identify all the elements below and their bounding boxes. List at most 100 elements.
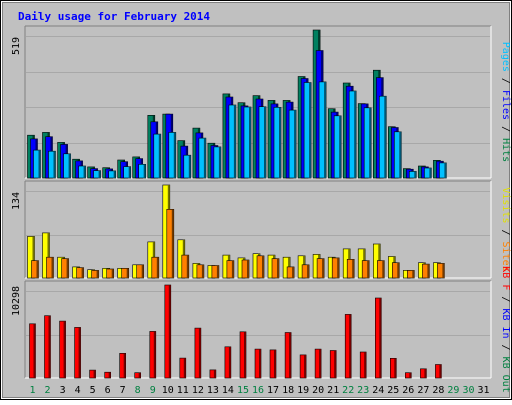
x-tick-label-day-9: 9 <box>150 385 156 396</box>
bar-shadow-sites-day-15 <box>247 260 249 278</box>
bar-shadow-kb-f-day-27 <box>424 368 427 378</box>
bar-shadow-kb-f-day-18 <box>289 332 292 378</box>
bar-shadow-sites-day-6 <box>111 269 114 278</box>
bar-shadow-pages-day-20 <box>324 81 327 178</box>
bar-shadow-sites-day-14 <box>231 260 234 278</box>
x-axis: 1 2 3 4 5 6 7 8 9 10 11 12 13 14 15 16 17 18 19 20 21 22 23 24 2… <box>29 385 489 396</box>
bar-shadow-sites-day-12 <box>201 264 204 278</box>
bar-shadow-kb-f-day-4 <box>78 327 81 378</box>
bar-shadow-visits-day-2 <box>47 232 50 278</box>
bar-shadow-visits-day-1 <box>32 236 35 278</box>
x-tick-label-day-27: 27 <box>417 385 429 396</box>
x-tick-label-day-7: 7 <box>120 385 126 396</box>
series-label-kb-in: KB In <box>500 308 511 338</box>
bar-shadow-pages-day-6 <box>113 170 116 178</box>
bar-shadow-kb-f-day-3 <box>63 321 66 378</box>
bar-shadow-sites-day-9 <box>156 257 159 278</box>
bar-shadow-kb-f-day-28 <box>439 364 442 378</box>
bar-shadow-sites-day-10 <box>171 209 174 278</box>
x-tick-label-day-23: 23 <box>357 385 369 396</box>
bar-shadow-pages-day-27 <box>429 168 432 178</box>
bar-shadow-kb-f-day-7 <box>123 353 126 378</box>
bar-shadow-pages-day-10 <box>173 132 176 178</box>
bar-shadow-pages-day-22 <box>354 91 357 178</box>
bar-shadow-kb-f-day-23 <box>364 352 367 378</box>
x-tick-label-day-14: 14 <box>222 385 234 396</box>
bar-shadow-pages-day-12 <box>203 138 206 178</box>
bar-shadow-sites-day-21 <box>337 257 340 278</box>
bar-shadow-pages-day-21 <box>339 115 342 178</box>
x-tick-label-day-15: 15 <box>237 385 249 396</box>
x-tick-label-day-6: 6 <box>105 385 111 396</box>
bar-shadow-sites-day-4 <box>81 267 84 278</box>
traffic-panel-max-label: 519 <box>11 37 22 55</box>
x-tick-label-day-28: 28 <box>432 385 444 396</box>
series-label-pages: Pages <box>500 42 511 72</box>
x-tick-label-day-25: 25 <box>387 385 399 396</box>
visits-panel: 134 Visits / Sites <box>11 180 511 279</box>
traffic-panel-series-label: Pages / Files / Hits <box>500 42 511 162</box>
bar-shadow-sites-day-24 <box>382 260 385 278</box>
bar-shadow-sites-day-8 <box>141 264 144 278</box>
bar-shadow-pages-day-25 <box>399 131 402 178</box>
x-tick-label-day-12: 12 <box>192 385 204 396</box>
bar-shadow-kb-f-day-16 <box>259 349 261 378</box>
bar-shadow-sites-day-5 <box>96 270 99 278</box>
bar-shadow-sites-day-19 <box>307 264 310 278</box>
bar-shadow-sites-day-25 <box>397 262 400 278</box>
x-tick-label-day-10: 10 <box>162 385 174 396</box>
x-tick-label-day-20: 20 <box>312 385 324 396</box>
series-label-kb-f: KB F <box>500 266 511 290</box>
x-tick-label-day-30: 30 <box>462 385 474 396</box>
bar-shadow-kb-f-day-5 <box>93 370 96 378</box>
bar-shadow-sites-day-3 <box>66 258 69 278</box>
bar-shadow-kb-f-day-22 <box>349 314 352 378</box>
bar-shadow-pages-day-28 <box>444 162 447 178</box>
x-tick-label-day-17: 17 <box>267 385 279 396</box>
chart-panels: 519 Pages / Files / Hits 134 Visits / Sites… <box>11 25 511 393</box>
bar-shadow-pages-day-8 <box>143 164 146 178</box>
bar-shadow-pages-day-4 <box>83 166 86 178</box>
chart-frame-highlight <box>1 1 511 399</box>
x-tick-label-day-13: 13 <box>207 385 219 396</box>
bar-shadow-pages-day-11 <box>188 155 191 178</box>
bar-shadow-pages-day-24 <box>384 96 387 178</box>
bar-shadow-sites-day-23 <box>367 260 370 278</box>
series-label-/: / <box>500 223 511 241</box>
series-label-sites: Sites <box>500 242 511 272</box>
bar-shadow-kb-f-day-9 <box>153 331 156 378</box>
bar-shadow-pages-day-16 <box>264 106 266 178</box>
bar-shadow-kb-f-day-6 <box>108 372 111 378</box>
x-tick-label-day-22: 22 <box>342 385 354 396</box>
bar-shadow-sites-day-11 <box>186 255 189 278</box>
bar-shadow-sites-day-20 <box>322 258 325 278</box>
bar-shadow-kb-f-day-11 <box>183 358 186 378</box>
x-tick-label-day-18: 18 <box>282 385 294 396</box>
bar-shadow-pages-day-13 <box>218 146 221 178</box>
bar-shadow-kb-f-day-19 <box>304 354 307 378</box>
bar-shadow-sites-day-16 <box>262 255 264 278</box>
x-tick-label-day-5: 5 <box>90 385 96 396</box>
bar-shadow-sites-day-22 <box>352 259 355 278</box>
bar-shadow-sites-day-17 <box>277 258 279 278</box>
bar-shadow-pages-day-9 <box>158 134 161 178</box>
bar-shadow-pages-day-19 <box>309 82 312 178</box>
bar-shadow-kb-f-day-20 <box>319 349 322 378</box>
x-tick-label-day-3: 3 <box>60 385 66 396</box>
bar-shadow-kb-f-day-24 <box>379 298 382 378</box>
x-tick-label-day-11: 11 <box>177 385 189 396</box>
series-label-visits: Visits <box>500 187 511 223</box>
bar-shadow-sites-day-7 <box>126 268 129 278</box>
bar-shadow-kb-f-day-15 <box>244 331 246 378</box>
bar-shadow-pages-day-5 <box>98 170 101 178</box>
series-label-/: / <box>500 72 511 90</box>
bar-shadow-pages-day-23 <box>369 107 372 178</box>
kb-panel-max-label: 10298 <box>11 286 22 316</box>
x-tick-label-day-29: 29 <box>447 385 459 396</box>
bar-shadow-kb-f-day-1 <box>33 323 36 378</box>
bar-shadow-sites-day-2 <box>51 257 54 278</box>
series-label-/: / <box>500 120 511 138</box>
bar-shadow-pages-day-1 <box>38 150 41 178</box>
bar-shadow-sites-day-13 <box>216 265 219 278</box>
